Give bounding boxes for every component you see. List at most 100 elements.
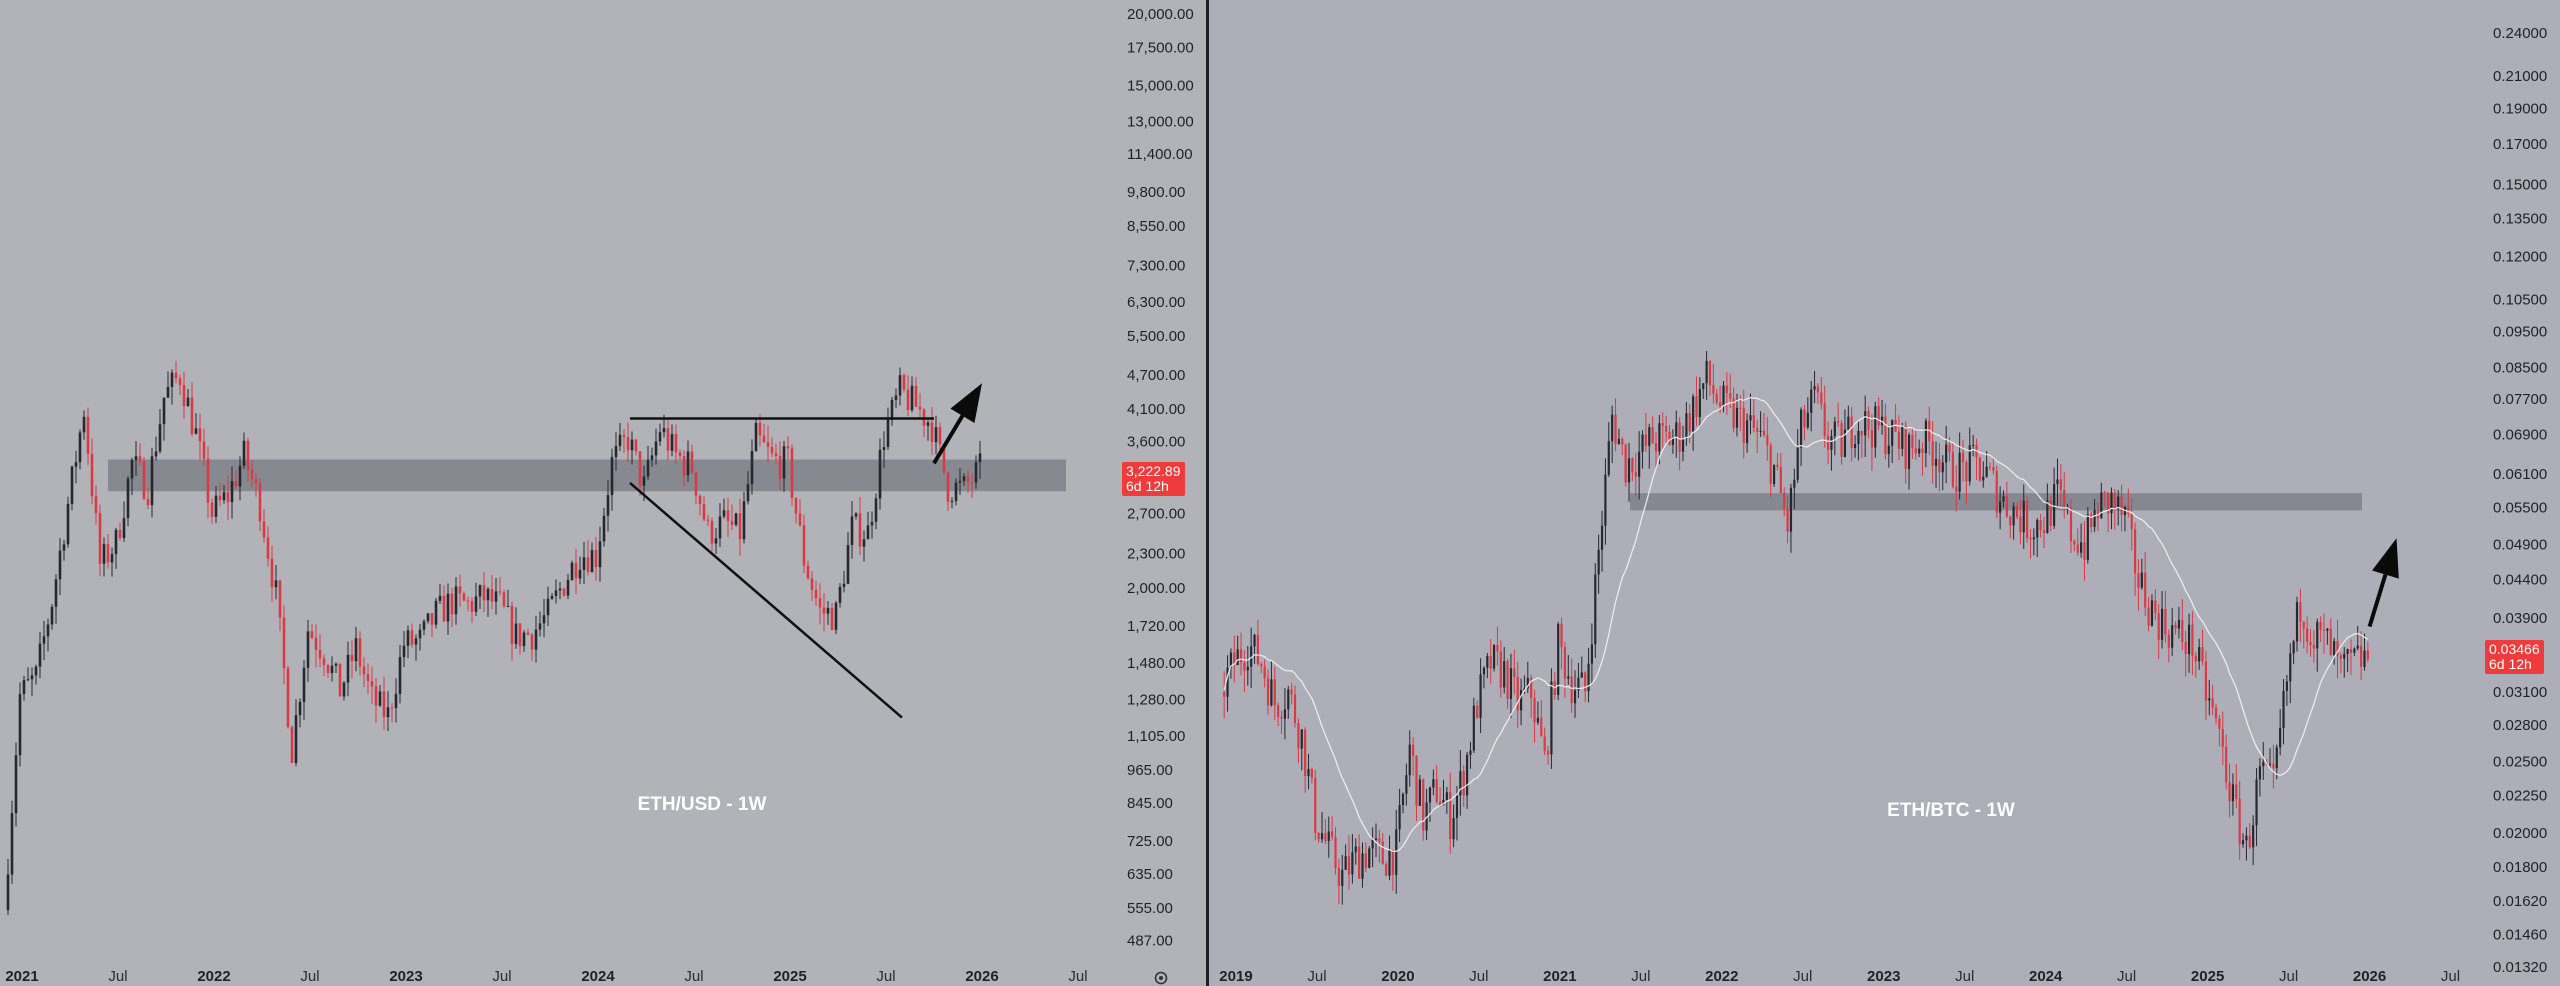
eth-usd-candle-body [306, 631, 310, 668]
eth-usd-candle-body [110, 554, 114, 563]
eth-btc-candle-body [1290, 689, 1293, 695]
eth-btc-candle-body [1803, 409, 1806, 428]
eth-btc-candle-body [1600, 525, 1604, 550]
eth-usd-descending-trendline [629, 481, 903, 719]
eth-usd-x-tick: 2026 [965, 968, 998, 985]
eth-usd-candle-body [14, 755, 18, 814]
eth-btc-candle-body [1668, 431, 1671, 445]
eth-btc-candle-body [2022, 500, 2025, 533]
eth-usd-y-tick: 7,300.00 [1127, 257, 1185, 274]
panel-divider[interactable] [1206, 0, 1209, 986]
eth-btc-candle-body [1546, 751, 1550, 755]
eth-btc-candle-body [1894, 420, 1897, 432]
eth-usd-candle-body [114, 529, 118, 555]
eth-btc-candle-body [1557, 624, 1560, 695]
eth-usd-candle-body [270, 558, 274, 588]
eth-usd-candle-body [6, 874, 10, 911]
eth-btc-candle-body [1783, 493, 1786, 509]
eth-usd-candle-body [346, 654, 350, 683]
eth-usd-candle-body [342, 682, 346, 697]
eth-usd-candle-body [786, 446, 790, 449]
eth-usd-y-tick: 17,500.00 [1127, 39, 1194, 56]
eth-btc-candle-body [2302, 621, 2305, 629]
eth-btc-candle-body [2238, 798, 2241, 845]
eth-usd-candle-body [122, 518, 126, 539]
eth-btc-candle-body [2333, 641, 2336, 656]
eth-btc-candle-body [2093, 509, 2096, 527]
eth-usd-candle-body [42, 636, 46, 644]
eth-usd-candle-body [790, 448, 794, 498]
eth-btc-chart-panel[interactable]: 0.24000 0.21000 0.19000 0.17000 0.15000 0.135… [1209, 0, 2560, 986]
eth-btc-candle-body [2221, 729, 2224, 747]
eth-btc-candle-body [1263, 666, 1266, 679]
eth-usd-candle-body [894, 395, 898, 400]
eth-btc-y-tick: 0.02000 [2493, 825, 2547, 842]
eth-usd-candle-body [466, 600, 470, 602]
eth-btc-candle-body [2096, 509, 2100, 519]
eth-btc-candle-body [2349, 649, 2353, 653]
eth-btc-candle-body [1239, 649, 1243, 663]
eth-usd-candle-body [70, 466, 74, 504]
eth-btc-candle-body [1742, 408, 1745, 444]
eth-usd-y-axis: 20,000.00 17,500.00 15,000.00 13,000.00 11,4… [1127, 6, 1194, 949]
eth-btc-candle-body [1850, 416, 1853, 449]
eth-btc-candle-body [2218, 718, 2221, 730]
eth-usd-x-tick: Jul [684, 968, 703, 985]
eth-btc-candle-body [2117, 496, 2120, 509]
eth-usd-candle-body [182, 384, 186, 407]
eth-btc-candle-body [2329, 628, 2332, 656]
eth-btc-candle-body [1519, 689, 1523, 711]
gear-icon[interactable] [1153, 970, 1169, 986]
eth-usd-candle-body [838, 586, 842, 603]
eth-btc-price-value: 0.03466 [2489, 641, 2540, 657]
eth-btc-chart[interactable]: 0.24000 0.21000 0.19000 0.17000 0.15000 0.135… [1209, 0, 2560, 986]
eth-usd-candle-body [726, 510, 730, 521]
eth-usd-chart[interactable]: 20,000.00 17,500.00 15,000.00 13,000.00 11,4… [0, 0, 1206, 986]
eth-btc-candle-body [1503, 661, 1506, 688]
eth-btc-candle-body [1533, 697, 1536, 723]
eth-btc-candle-body [2214, 707, 2218, 719]
eth-usd-y-tick: 9,800.00 [1127, 184, 1185, 201]
eth-usd-candle-body [86, 416, 90, 454]
eth-btc-y-tick: 0.08500 [2493, 359, 2547, 376]
eth-usd-candle-body [454, 586, 458, 615]
eth-usd-candle-body [50, 606, 54, 625]
eth-btc-candle-body [2019, 516, 2022, 533]
eth-btc-candle-body [1907, 434, 1911, 469]
eth-usd-candle-body [62, 544, 66, 551]
eth-btc-candle-body [1358, 846, 1361, 879]
eth-usd-candle-body [390, 707, 394, 709]
eth-usd-y-tick: 1,105.00 [1127, 728, 1185, 745]
eth-usd-candle-body [766, 442, 770, 448]
eth-btc-candle-body [1611, 414, 1614, 442]
eth-btc-candle-body [1938, 459, 1941, 473]
eth-usd-candle-body [730, 520, 734, 525]
eth-btc-candle-body [1496, 645, 1499, 652]
eth-usd-candle-body [938, 427, 942, 445]
eth-usd-candle-body [534, 629, 538, 650]
eth-btc-candle-body [1499, 651, 1502, 688]
eth-btc-candle-body [2069, 507, 2073, 542]
eth-btc-candle-body [1395, 829, 1398, 875]
eth-btc-x-tick: Jul [1631, 968, 1650, 985]
eth-usd-candle-body [438, 595, 442, 601]
eth-usd-candle-body [578, 569, 582, 579]
eth-btc-candle-body [2299, 602, 2302, 622]
eth-btc-candle-body [1712, 385, 1715, 394]
eth-usd-candle-body [158, 424, 162, 452]
eth-usd-candle-body [350, 654, 354, 662]
eth-btc-candle-body [2241, 840, 2245, 845]
eth-btc-candle-body [2245, 835, 2248, 841]
eth-usd-chart-panel[interactable]: 20,000.00 17,500.00 15,000.00 13,000.00 11,4… [0, 0, 1206, 986]
eth-usd-candle-body [462, 593, 466, 601]
eth-btc-candle-body [1455, 795, 1459, 818]
eth-btc-y-tick: 0.09500 [2493, 324, 2547, 341]
eth-usd-candle-body [186, 397, 190, 407]
eth-btc-candle-body [1627, 458, 1631, 483]
eth-btc-candle-body [2002, 496, 2005, 502]
eth-btc-candle-body [2133, 529, 2137, 574]
eth-usd-candle-body [206, 458, 210, 503]
eth-btc-candle-body [1847, 416, 1850, 430]
eth-usd-candle-body [954, 482, 958, 502]
eth-btc-candle-body [2090, 514, 2093, 527]
